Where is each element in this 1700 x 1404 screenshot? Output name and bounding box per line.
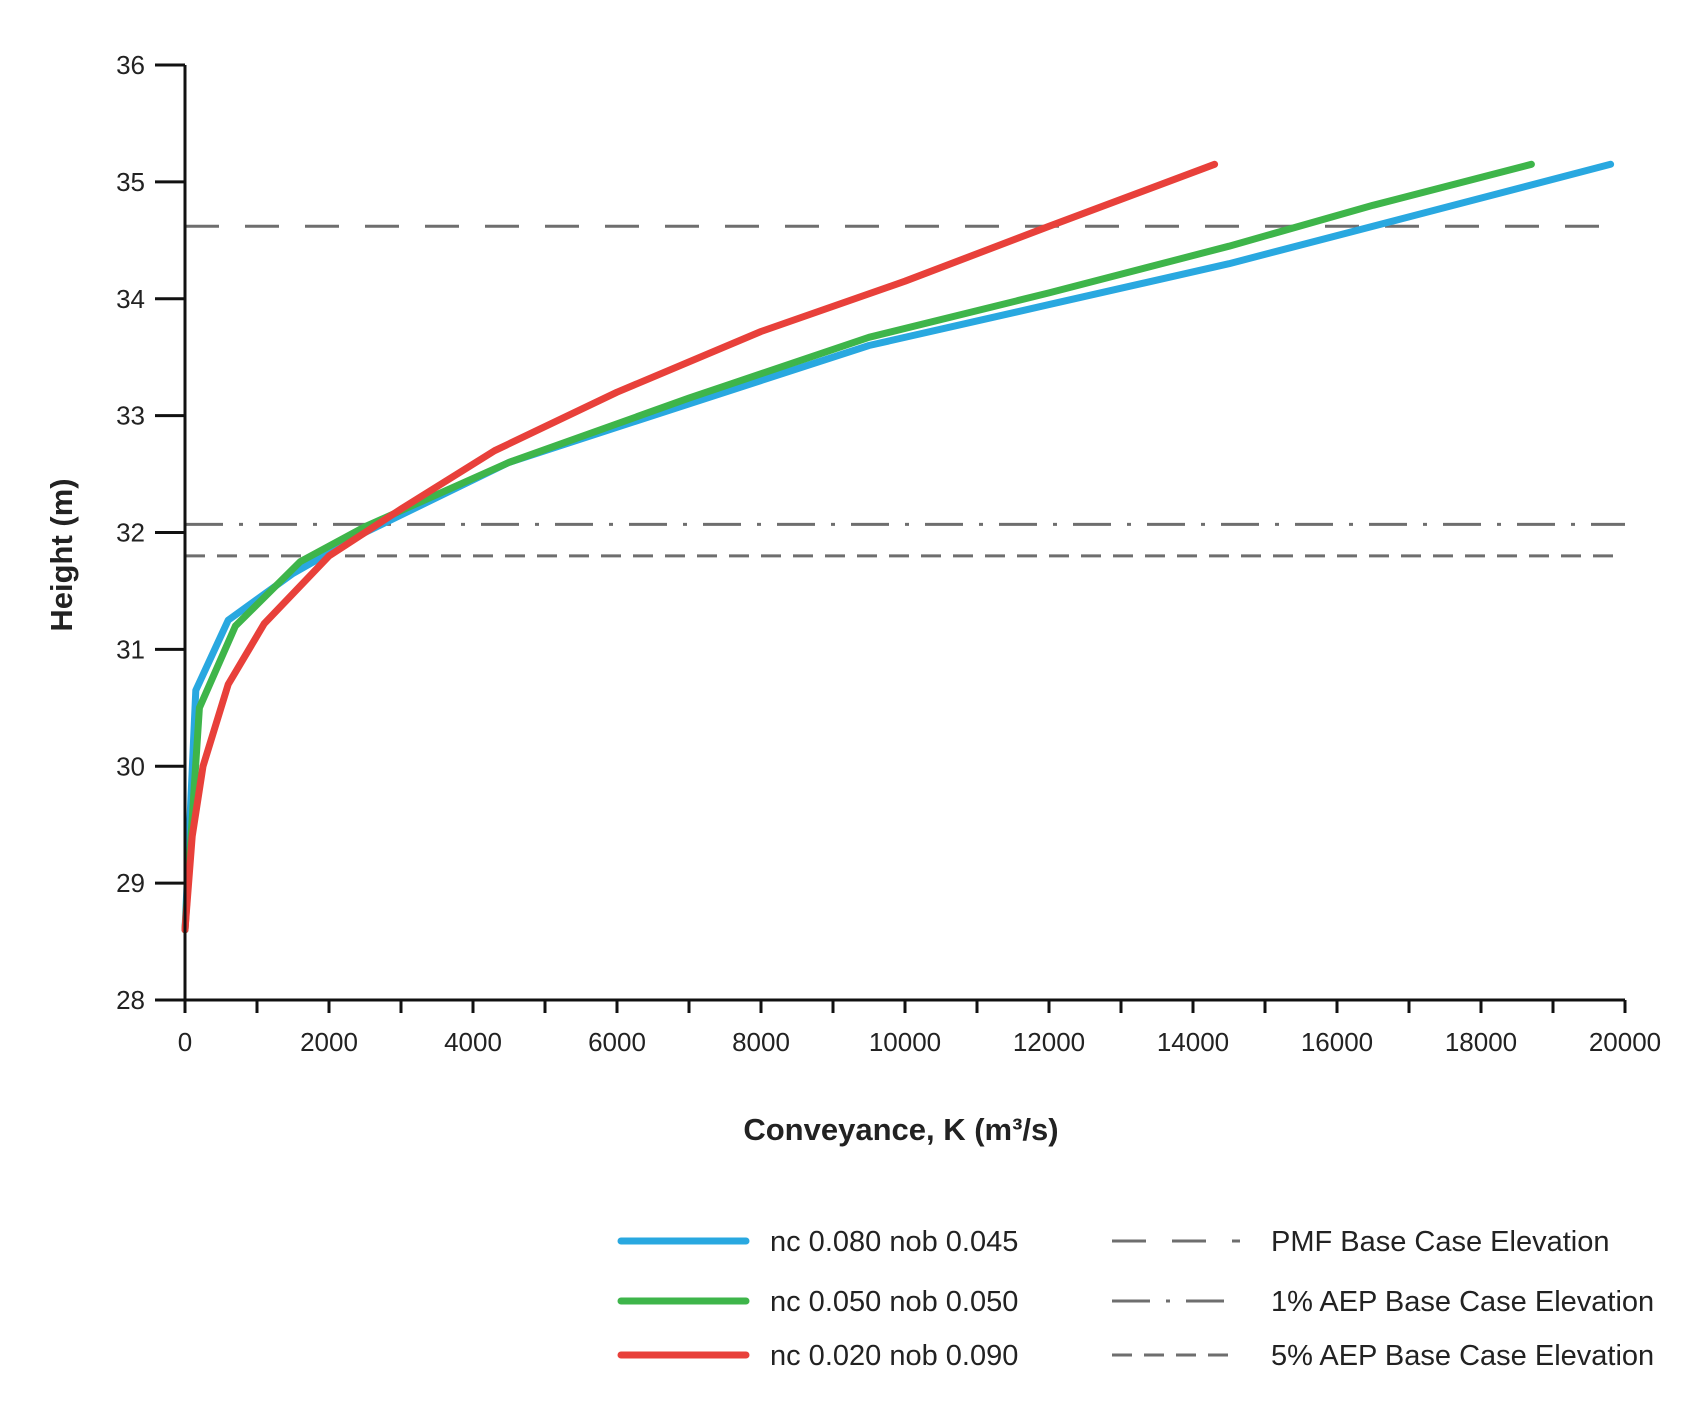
- x-tick-label: 12000: [1013, 1027, 1085, 1057]
- ticks: 0 2000 4000 6000 8000 10000 12000 14000 16000 180…: [116, 50, 1661, 1057]
- series-lines: [181, 160, 1615, 934]
- y-tick-label: 31: [116, 634, 145, 664]
- y-tick-label: 29: [116, 868, 145, 898]
- x-tick-label: 2000: [300, 1027, 358, 1057]
- legend: nc 0.080 nob 0.045 nc 0.050 nob 0.050 nc 0…: [617, 1226, 1654, 1372]
- x-tick-label: 20000: [1589, 1027, 1661, 1057]
- legend-label-series-2: nc 0.050 nob 0.050: [770, 1286, 1018, 1318]
- legend-label-series-3: nc 0.020 nob 0.090: [770, 1340, 1018, 1372]
- x-tick-label: 4000: [444, 1027, 502, 1057]
- y-tick-label: 36: [116, 50, 145, 80]
- legend-label-reference-3: 5% AEP Base Case Elevation: [1271, 1340, 1654, 1372]
- series-line-1: [181, 160, 1615, 934]
- x-tick-label: 8000: [732, 1027, 790, 1057]
- series-line-3: [181, 160, 1219, 934]
- y-tick-label: 30: [116, 751, 145, 781]
- y-tick-label: 33: [116, 401, 145, 431]
- x-tick-label: 14000: [1157, 1027, 1229, 1057]
- legend-label-reference-2: 1% AEP Base Case Elevation: [1271, 1286, 1654, 1318]
- x-tick-label: 18000: [1445, 1027, 1517, 1057]
- y-tick-label: 32: [116, 518, 145, 548]
- legend-label-series-1: nc 0.080 nob 0.045: [770, 1226, 1018, 1258]
- x-tick-label: 10000: [869, 1027, 941, 1057]
- y-tick-label: 35: [116, 167, 145, 197]
- series-line-2: [181, 160, 1535, 934]
- x-tick-label: 16000: [1301, 1027, 1373, 1057]
- x-axis-title: Conveyance, K (m³/s): [743, 1112, 1058, 1147]
- axes: [183, 65, 1625, 1002]
- y-tick-label: 28: [116, 985, 145, 1015]
- x-tick-label: 0: [178, 1027, 192, 1057]
- y-tick-label: 34: [116, 284, 145, 314]
- y-axis-title: Height (m): [44, 478, 79, 631]
- x-tick-label: 6000: [588, 1027, 646, 1057]
- legend-label-reference-1: PMF Base Case Elevation: [1271, 1226, 1609, 1258]
